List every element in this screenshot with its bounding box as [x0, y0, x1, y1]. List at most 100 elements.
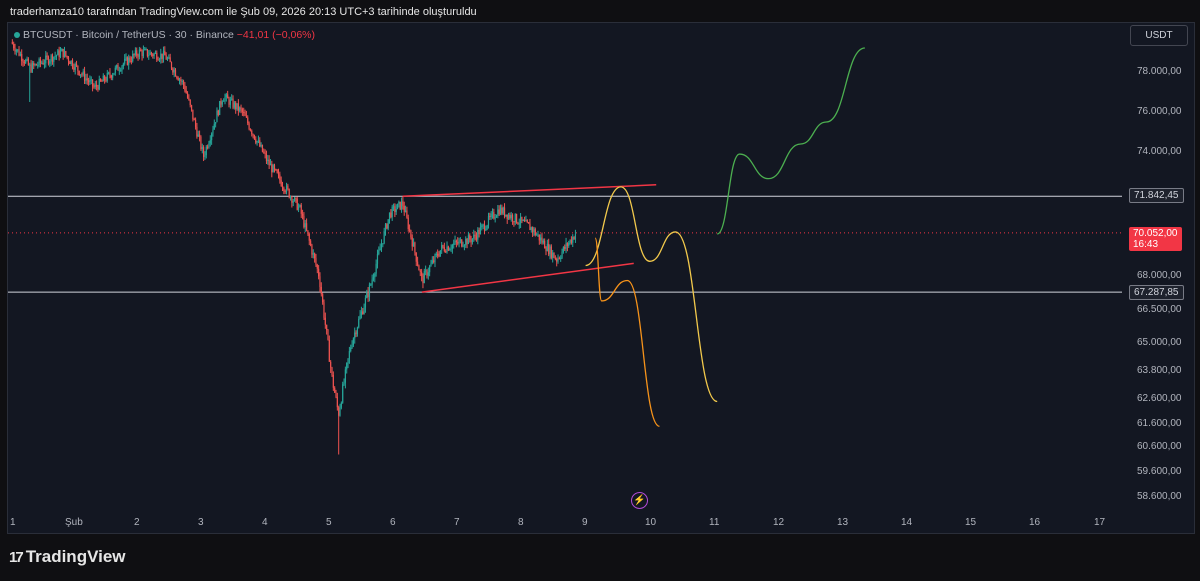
candle-body	[529, 223, 531, 231]
candle-body	[509, 214, 511, 219]
time-tick-label: 17	[1094, 517, 1106, 528]
candle-body	[154, 52, 157, 54]
candle-body	[355, 332, 357, 335]
candle-body	[74, 64, 76, 70]
time-tick-label: 10	[645, 517, 657, 528]
candle-body	[565, 243, 567, 249]
candle-body	[505, 214, 507, 217]
candle-body	[18, 49, 20, 56]
candle-body	[39, 59, 42, 63]
candle-body	[173, 69, 175, 73]
candle-body	[450, 248, 452, 250]
candle-body	[319, 276, 321, 287]
candle-body	[425, 270, 427, 272]
candle-body	[412, 242, 415, 247]
candle-body	[81, 74, 83, 76]
candle-body	[152, 54, 154, 56]
candle-body	[192, 109, 194, 120]
candle-body	[236, 103, 238, 110]
candle-body	[252, 134, 254, 136]
candle-body	[570, 239, 573, 243]
candle-body	[283, 187, 285, 191]
candle-body	[245, 115, 247, 118]
candle-body	[273, 165, 276, 170]
candle-body	[320, 286, 322, 295]
candle-body	[453, 243, 455, 245]
candle-body	[513, 221, 515, 223]
candle-body	[14, 48, 16, 52]
candle-body	[469, 235, 471, 240]
candle-body	[499, 207, 502, 215]
candle-body	[116, 64, 118, 68]
candle-body	[332, 375, 334, 388]
candle-body	[172, 68, 174, 73]
candle-body	[462, 246, 464, 248]
candle-body	[394, 206, 396, 212]
candle-body	[388, 212, 391, 220]
candle-body	[284, 190, 286, 192]
candle-body	[439, 250, 441, 257]
candle-body	[557, 258, 559, 262]
candle-body	[247, 117, 249, 124]
candle-body	[525, 220, 527, 222]
candle-body	[200, 136, 202, 149]
candle-body	[327, 330, 329, 340]
candle-body	[197, 134, 199, 137]
candle-body	[168, 57, 170, 59]
candle-body	[370, 284, 372, 286]
candle-body	[435, 253, 437, 255]
candle-body	[490, 213, 492, 218]
candle-body	[188, 97, 190, 100]
flash-icon[interactable]: ⚡	[631, 492, 648, 509]
candle-body	[47, 57, 50, 64]
currency-unit-button[interactable]: USDT	[1130, 25, 1188, 46]
candle-body	[562, 246, 564, 252]
level-high-badge: 71.842,45	[1129, 188, 1184, 203]
candle-body	[483, 224, 486, 231]
candle-body	[553, 252, 555, 258]
candle-body	[519, 216, 522, 224]
price-tick-label: 63.800,00	[1137, 365, 1182, 376]
candle-body	[231, 98, 233, 100]
level-low-badge: 67.287,85	[1129, 285, 1184, 300]
time-tick-label: 7	[454, 517, 460, 528]
candle-body	[335, 392, 337, 397]
candle-body	[264, 152, 266, 154]
candle-body	[25, 60, 27, 64]
candle-body	[445, 251, 447, 253]
candle-body	[271, 164, 273, 173]
candle-body	[164, 50, 166, 56]
candle-body	[494, 217, 496, 219]
candle-body	[573, 237, 575, 240]
candle-body	[328, 339, 330, 362]
candle-body	[426, 270, 428, 276]
green-projection-path	[716, 47, 866, 235]
candle-body	[443, 247, 445, 252]
candle-body	[404, 210, 407, 213]
candle-body	[301, 213, 304, 216]
candle-body	[124, 58, 126, 64]
candle-body	[368, 284, 371, 297]
candle-body	[419, 270, 421, 272]
candle-body	[437, 253, 439, 256]
candle-body	[69, 61, 71, 65]
candle-body	[342, 384, 344, 403]
candle-body	[11, 42, 13, 44]
candle-body	[148, 54, 150, 56]
candle-body	[417, 261, 419, 266]
orange-projection-path	[594, 237, 660, 427]
candle-body	[125, 57, 127, 59]
price-tick-label: 76.000,00	[1137, 106, 1182, 117]
candle-body	[362, 311, 364, 315]
candle-body	[511, 215, 514, 222]
symbol-info[interactable]: BTCUSDT · Bitcoin / TetherUS · 30 · Bina…	[14, 29, 315, 41]
candle-body	[352, 338, 354, 346]
candle-body	[303, 215, 305, 228]
price-tick-label: 59.600,00	[1137, 466, 1182, 477]
chart-panel[interactable]	[7, 22, 1195, 534]
candle-body	[141, 51, 143, 57]
candle-body	[86, 78, 88, 81]
candle-body	[219, 101, 221, 115]
candle-body	[287, 185, 289, 190]
